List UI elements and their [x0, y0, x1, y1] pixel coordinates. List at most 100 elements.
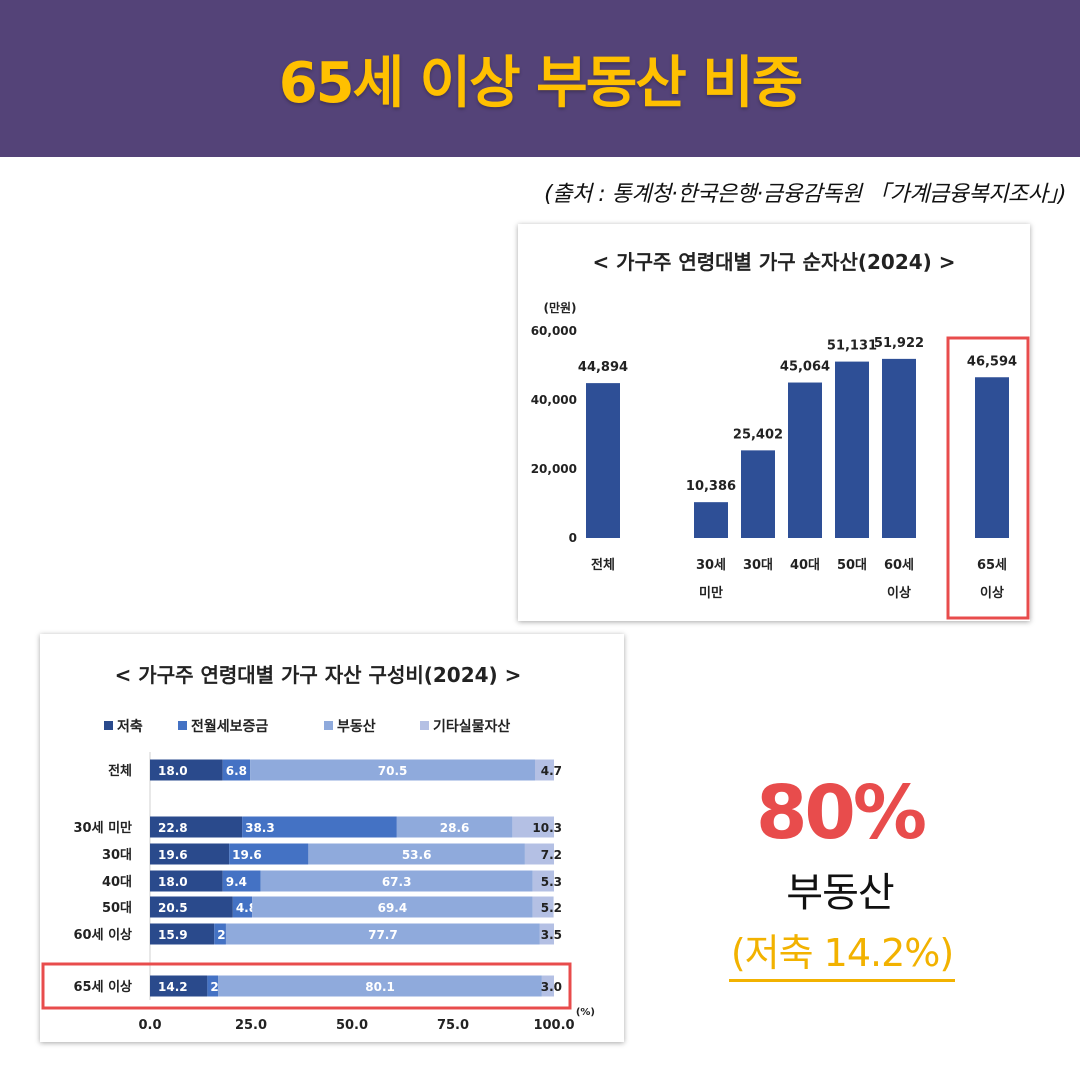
segment-value-label: 18.0: [158, 764, 188, 778]
category-label: 미만: [699, 585, 723, 601]
net-assets-chart: < 가구주 연령대별 가구 순자산(2024) > (만원) 0 20,000 40,0…: [531, 250, 1030, 620]
segment-value-label: 67.3: [382, 875, 412, 889]
bar-segment: [222, 759, 251, 781]
legend-swatch: [178, 721, 187, 730]
bar-value-label: 44,894: [578, 360, 628, 375]
x-tick-label: 25.0: [235, 1018, 267, 1033]
segment-value-label: 38.3: [245, 821, 275, 835]
bar-segment: [207, 975, 219, 997]
highlight-sub-text: (저축 14.2%): [728, 931, 956, 982]
segment-value-label: 18.0: [158, 875, 188, 889]
legend-label: 저축: [117, 719, 143, 735]
bar-value-label: 45,064: [780, 360, 830, 375]
bar-segment: [150, 896, 233, 918]
legend-label: 부동산: [337, 718, 376, 735]
segment-value-label: 53.6: [402, 848, 432, 862]
legend-swatch: [420, 721, 429, 730]
category-label: 30세 미만: [74, 820, 133, 836]
highlight-sub: (저축 14.2%): [700, 922, 984, 982]
bar-segment: [229, 843, 309, 865]
bar-segment: [242, 816, 397, 838]
bar-segment: [396, 816, 513, 838]
highlight-percent: 80%: [755, 770, 927, 856]
segment-value-label: 15.9: [158, 928, 188, 942]
category-label: 30대: [102, 848, 132, 863]
bar-segment: [150, 759, 223, 781]
category-label: 30대: [743, 558, 773, 573]
bar-segment: [539, 923, 554, 945]
bar-segment: [150, 923, 215, 945]
segment-value-label: 19.6: [232, 848, 262, 862]
y-tick-label: 0: [569, 531, 577, 545]
x-tick-label: 0.0: [138, 1018, 161, 1033]
segment-value-label: 3.5: [541, 928, 562, 942]
segment-value-label: 22.8: [158, 821, 188, 835]
segment-value-label: 6.8: [226, 764, 247, 778]
chart-title: < 가구주 연령대별 가구 순자산(2024) >: [592, 250, 955, 274]
bar-segment: [308, 843, 525, 865]
category-label: 전체: [591, 557, 615, 573]
legend-label: 전월세보증금: [191, 718, 268, 735]
bar-segment: [225, 923, 540, 945]
category-label: 이상: [887, 585, 911, 601]
bar-segment: [222, 870, 261, 892]
bar-segment: [532, 870, 554, 892]
bar-segment: [250, 759, 536, 781]
segment-value-label: 69.4: [378, 901, 408, 915]
category-label: 50대: [837, 558, 867, 573]
bar-value-label: 10,386: [686, 479, 736, 494]
segment-value-label: 70.5: [378, 764, 408, 778]
bar-segment: [218, 975, 542, 997]
legend-swatch: [104, 721, 113, 730]
category-label: 65세 이상: [74, 979, 133, 995]
bar: [694, 502, 728, 538]
bar-segment: [535, 759, 554, 781]
bar-value-label: 51,922: [874, 336, 924, 351]
bar-segment: [150, 870, 223, 892]
bar: [586, 383, 620, 538]
x-tick-label: 75.0: [437, 1018, 469, 1033]
page-title: 65세 이상 부동산 비중: [278, 51, 804, 116]
bar-segment: [541, 975, 554, 997]
x-tick-label: 50.0: [336, 1018, 368, 1033]
header-banner: 65세 이상 부동산 비중: [0, 0, 1080, 157]
category-label: 이상: [980, 585, 1004, 601]
bar-segment: [512, 816, 554, 838]
y-tick-label: 40,000: [531, 393, 577, 407]
segment-value-label: 3.0: [541, 980, 562, 994]
segment-value-label: 5.3: [541, 875, 562, 889]
bar-segment: [524, 843, 554, 865]
segment-value-label: 80.1: [365, 980, 395, 994]
bar-value-label: 46,594: [967, 354, 1017, 369]
y-tick-label: 60,000: [531, 324, 577, 338]
category-label: 40대: [790, 558, 820, 573]
net-assets-chart-card: < 가구주 연령대별 가구 순자산(2024) > (만원) 0 20,000 40,0…: [518, 224, 1030, 621]
category-label: 전체: [108, 763, 132, 779]
unit-label: (%): [576, 1007, 595, 1018]
bar-segment: [260, 870, 533, 892]
bar: [975, 377, 1009, 538]
bar: [882, 358, 916, 538]
bar-segment: [150, 975, 208, 997]
legend-label: 기타실물자산: [433, 718, 510, 735]
bar-value-label: 25,402: [733, 427, 783, 442]
segment-value-label: 77.7: [368, 928, 398, 942]
bar-segment: [232, 896, 253, 918]
bar: [788, 382, 822, 538]
category-label: 40대: [102, 875, 132, 890]
category-label: 60세 이상: [74, 927, 133, 943]
bar-segment: [150, 816, 243, 838]
bar-segment: [252, 896, 533, 918]
chart-title: < 가구주 연령대별 가구 자산 구성비(2024) >: [115, 663, 522, 687]
segment-value-label: 10.3: [532, 821, 562, 835]
category-label: 50대: [102, 901, 132, 916]
segment-value-label: 9.4: [226, 875, 247, 889]
category-label: 60세: [884, 558, 914, 573]
asset-composition-chart: < 가구주 연령대별 가구 자산 구성비(2024) > 저축 전월세보증금 부동산 기…: [41, 663, 595, 1033]
segment-value-label: 14.2: [158, 980, 188, 994]
category-label: 30세: [696, 558, 726, 573]
highlight-label: 부동산: [786, 870, 894, 916]
highlight-box: [946, 336, 1030, 620]
bar: [741, 450, 775, 538]
segment-value-label: 4.8: [236, 901, 257, 915]
